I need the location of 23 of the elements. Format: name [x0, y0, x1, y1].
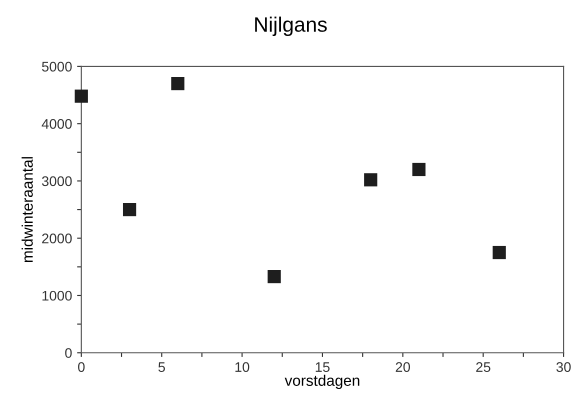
y-tick-label: 1000: [42, 290, 72, 301]
point: [268, 270, 281, 284]
point: [122, 202, 136, 216]
x-tick-label: 5: [158, 362, 165, 372]
y-tick-label: 3000: [42, 176, 72, 186]
chart-title: Nijlgans: [255, 16, 327, 36]
x-tick-label: 10: [235, 362, 250, 372]
point: [412, 162, 426, 176]
y-tick-label: 2000: [42, 234, 72, 244]
point: [364, 173, 378, 186]
x-tick-label: 25: [476, 362, 490, 372]
x-tick-label: 15: [316, 362, 330, 372]
x-axis-title: vorstdagen: [284, 374, 360, 389]
point: [74, 90, 88, 103]
x-tick-label: 30: [556, 362, 571, 372]
point: [492, 246, 506, 260]
y-tick-label: 5000: [42, 62, 72, 72]
x-tick-label: 0: [78, 362, 85, 372]
x-tick-label: 20: [396, 362, 410, 372]
y-tick-label: 4000: [42, 119, 72, 129]
y-axis-title: midwinteraantal: [22, 157, 33, 262]
y-tick-label: 0: [65, 348, 72, 358]
point: [171, 76, 184, 90]
